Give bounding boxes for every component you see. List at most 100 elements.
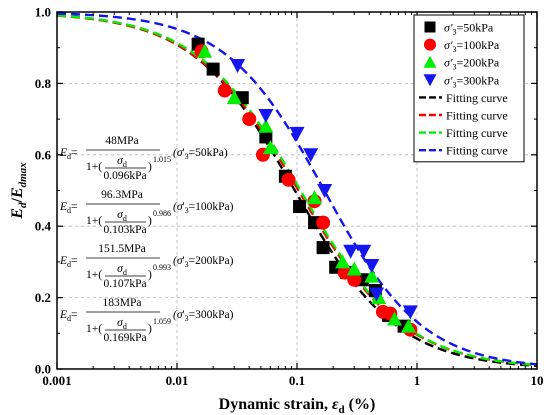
data-point-series-4 — [369, 287, 385, 302]
y-tick-label: 0.4 — [35, 219, 52, 234]
equation-1: Ed= 48MPa 1+( σd0.096kPa)1.015(σ'3=50kPa) — [59, 135, 228, 182]
equation-denominator-left: 1+( — [86, 323, 102, 335]
y-tick-label: 0.0 — [35, 362, 51, 377]
equation-inner-numerator: σd — [117, 317, 127, 331]
equation-2: Ed= 96.3MPa 1+(σd0.103kPa)0.986(σ'3=100kPa… — [59, 189, 234, 236]
equation-3: Ed= 151.5MPa 1+( σd0.107kPa)0.993(σ'3=200kP… — [59, 243, 234, 290]
y-tick-label: 0.6 — [35, 147, 52, 162]
equation-close-paren: ) — [148, 215, 152, 227]
equation-denominator-left: 1+( — [86, 161, 102, 173]
y-tick-label: 1.0 — [35, 5, 51, 20]
equation-lhs: Ed= — [59, 309, 78, 323]
data-point-series-4 — [230, 59, 246, 74]
data-point-series-1 — [316, 241, 330, 255]
equation-exponent: 1.059 — [153, 317, 171, 326]
legend-label-series-1: σ'3=50kPa — [444, 21, 494, 37]
data-point-series-3 — [364, 268, 380, 283]
data-point-series-4 — [303, 148, 319, 163]
data-point-series-3 — [401, 318, 417, 333]
equation-condition: (σ'3=300kPa) — [173, 309, 234, 323]
equation-inner-denominator: 0.107kPa — [103, 278, 146, 290]
legend-label-series-4: σ'3=300kPa — [444, 73, 500, 89]
x-axis-title: Dynamic strain, εd (%) — [219, 396, 376, 415]
data-point-series-4 — [402, 305, 418, 320]
x-tick-label: 0.001 — [42, 373, 71, 388]
data-point-series-4 — [289, 126, 305, 141]
equation-lhs: Ed= — [59, 147, 78, 161]
legend-label-fitting-2: Fitting curve — [446, 109, 508, 123]
data-point-series-1 — [206, 62, 220, 76]
data-point-series-2 — [337, 265, 352, 280]
equation-inner-numerator: σd — [117, 155, 127, 169]
y-tick-label: 0.2 — [35, 290, 51, 305]
equation-exponent: 1.015 — [153, 155, 171, 164]
equation-close-paren: ) — [148, 323, 152, 335]
equation-inner-denominator: 0.169kPa — [103, 332, 146, 344]
fitting-curve-3 — [56, 14, 538, 367]
data-point-series-2 — [347, 272, 362, 287]
legend-label-series-3: σ'3=200kPa — [444, 56, 500, 72]
equation-inner-denominator: 0.096kPa — [103, 170, 146, 182]
equation-4: Ed= 183MPa 1+( σd0.169kPa)1.059(σ'3=300kPa) — [59, 297, 234, 344]
equation-condition: (σ'3=100kPa) — [173, 201, 234, 215]
legend-marker-series-1 — [424, 21, 436, 33]
data-point-series-2 — [217, 83, 232, 98]
data-point-series-4 — [364, 258, 380, 273]
data-point-series-4 — [317, 184, 333, 198]
y-axis-title-E: E — [9, 208, 26, 220]
data-point-series-2 — [242, 112, 257, 127]
y-axis-title-slash: / — [9, 198, 26, 204]
equation-inner-numerator: σd — [117, 263, 127, 277]
data-point-series-3 — [258, 118, 274, 133]
data-point-series-3 — [346, 261, 362, 276]
equation-annotations: Ed=48MPa1+(σd0.096kPa)1.015(σ'3=50kPa)Ed… — [59, 135, 234, 344]
x-axis-title-symbol-sub: d — [339, 404, 345, 415]
legend-label-fitting-3: Fitting curve — [446, 126, 508, 140]
equation-condition: (σ'3=50kPa) — [173, 147, 228, 161]
data-point-series-4 — [356, 244, 372, 259]
y-axis-title-E-sub: d — [17, 202, 29, 208]
legend-marker-series-3 — [423, 55, 437, 68]
legend-marker-series-4 — [423, 74, 437, 87]
equation-lhs: Ed= — [59, 255, 78, 269]
data-point-series-2 — [316, 215, 331, 230]
legend-label-fitting-1: Fitting curve — [446, 91, 508, 105]
data-point-series-3 — [335, 254, 351, 269]
y-tick-label: 0.8 — [35, 76, 52, 91]
data-point-series-3 — [197, 43, 213, 58]
equation-numerator: 183MPa — [103, 297, 142, 309]
x-tick-label: 10 — [531, 373, 544, 388]
equation-inner-numerator: σd — [117, 209, 127, 223]
equation-denominator-left: 1+( — [86, 269, 102, 281]
equation-denominator-left: 1+( — [86, 215, 102, 227]
equation-numerator: 48MPa — [105, 135, 138, 147]
data-point-series-4 — [343, 244, 359, 259]
data-point-series-1 — [293, 200, 307, 214]
data-point-series-3 — [226, 90, 242, 105]
data-point-series-3 — [307, 190, 323, 205]
equation-lhs: Ed= — [59, 201, 78, 215]
fitting-curve-1 — [56, 14, 538, 368]
equation-numerator: 96.3MPa — [101, 189, 143, 201]
x-axis-title-symbol: ε — [332, 396, 339, 413]
equation-exponent: 0.993 — [153, 263, 171, 272]
legend-label-fitting-4: Fitting curve — [446, 144, 508, 158]
y-axis-title-E2: E — [9, 187, 26, 199]
equation-close-paren: ) — [148, 269, 152, 281]
equation-numerator: 151.5MPa — [98, 243, 146, 255]
data-point-series-3 — [387, 311, 403, 326]
fitting-curve-4 — [56, 12, 538, 366]
x-axis-title-text: Dynamic strain, — [219, 396, 332, 413]
x-axis-title-unit: (%) — [345, 396, 376, 413]
data-point-series-4 — [258, 109, 274, 124]
y-axis-title: Ed/Edmax — [9, 162, 29, 220]
y-axis-title-E2-sub: dmax — [17, 162, 29, 188]
legend-label-series-2: σ'3=100kPa — [444, 38, 500, 54]
equation-close-paren: ) — [148, 161, 152, 173]
x-tick-label: 0.1 — [289, 373, 305, 388]
equation-condition: (σ'3=200kPa) — [173, 255, 234, 269]
data-point-series-2 — [281, 172, 296, 187]
data-point-series-3 — [262, 140, 278, 155]
